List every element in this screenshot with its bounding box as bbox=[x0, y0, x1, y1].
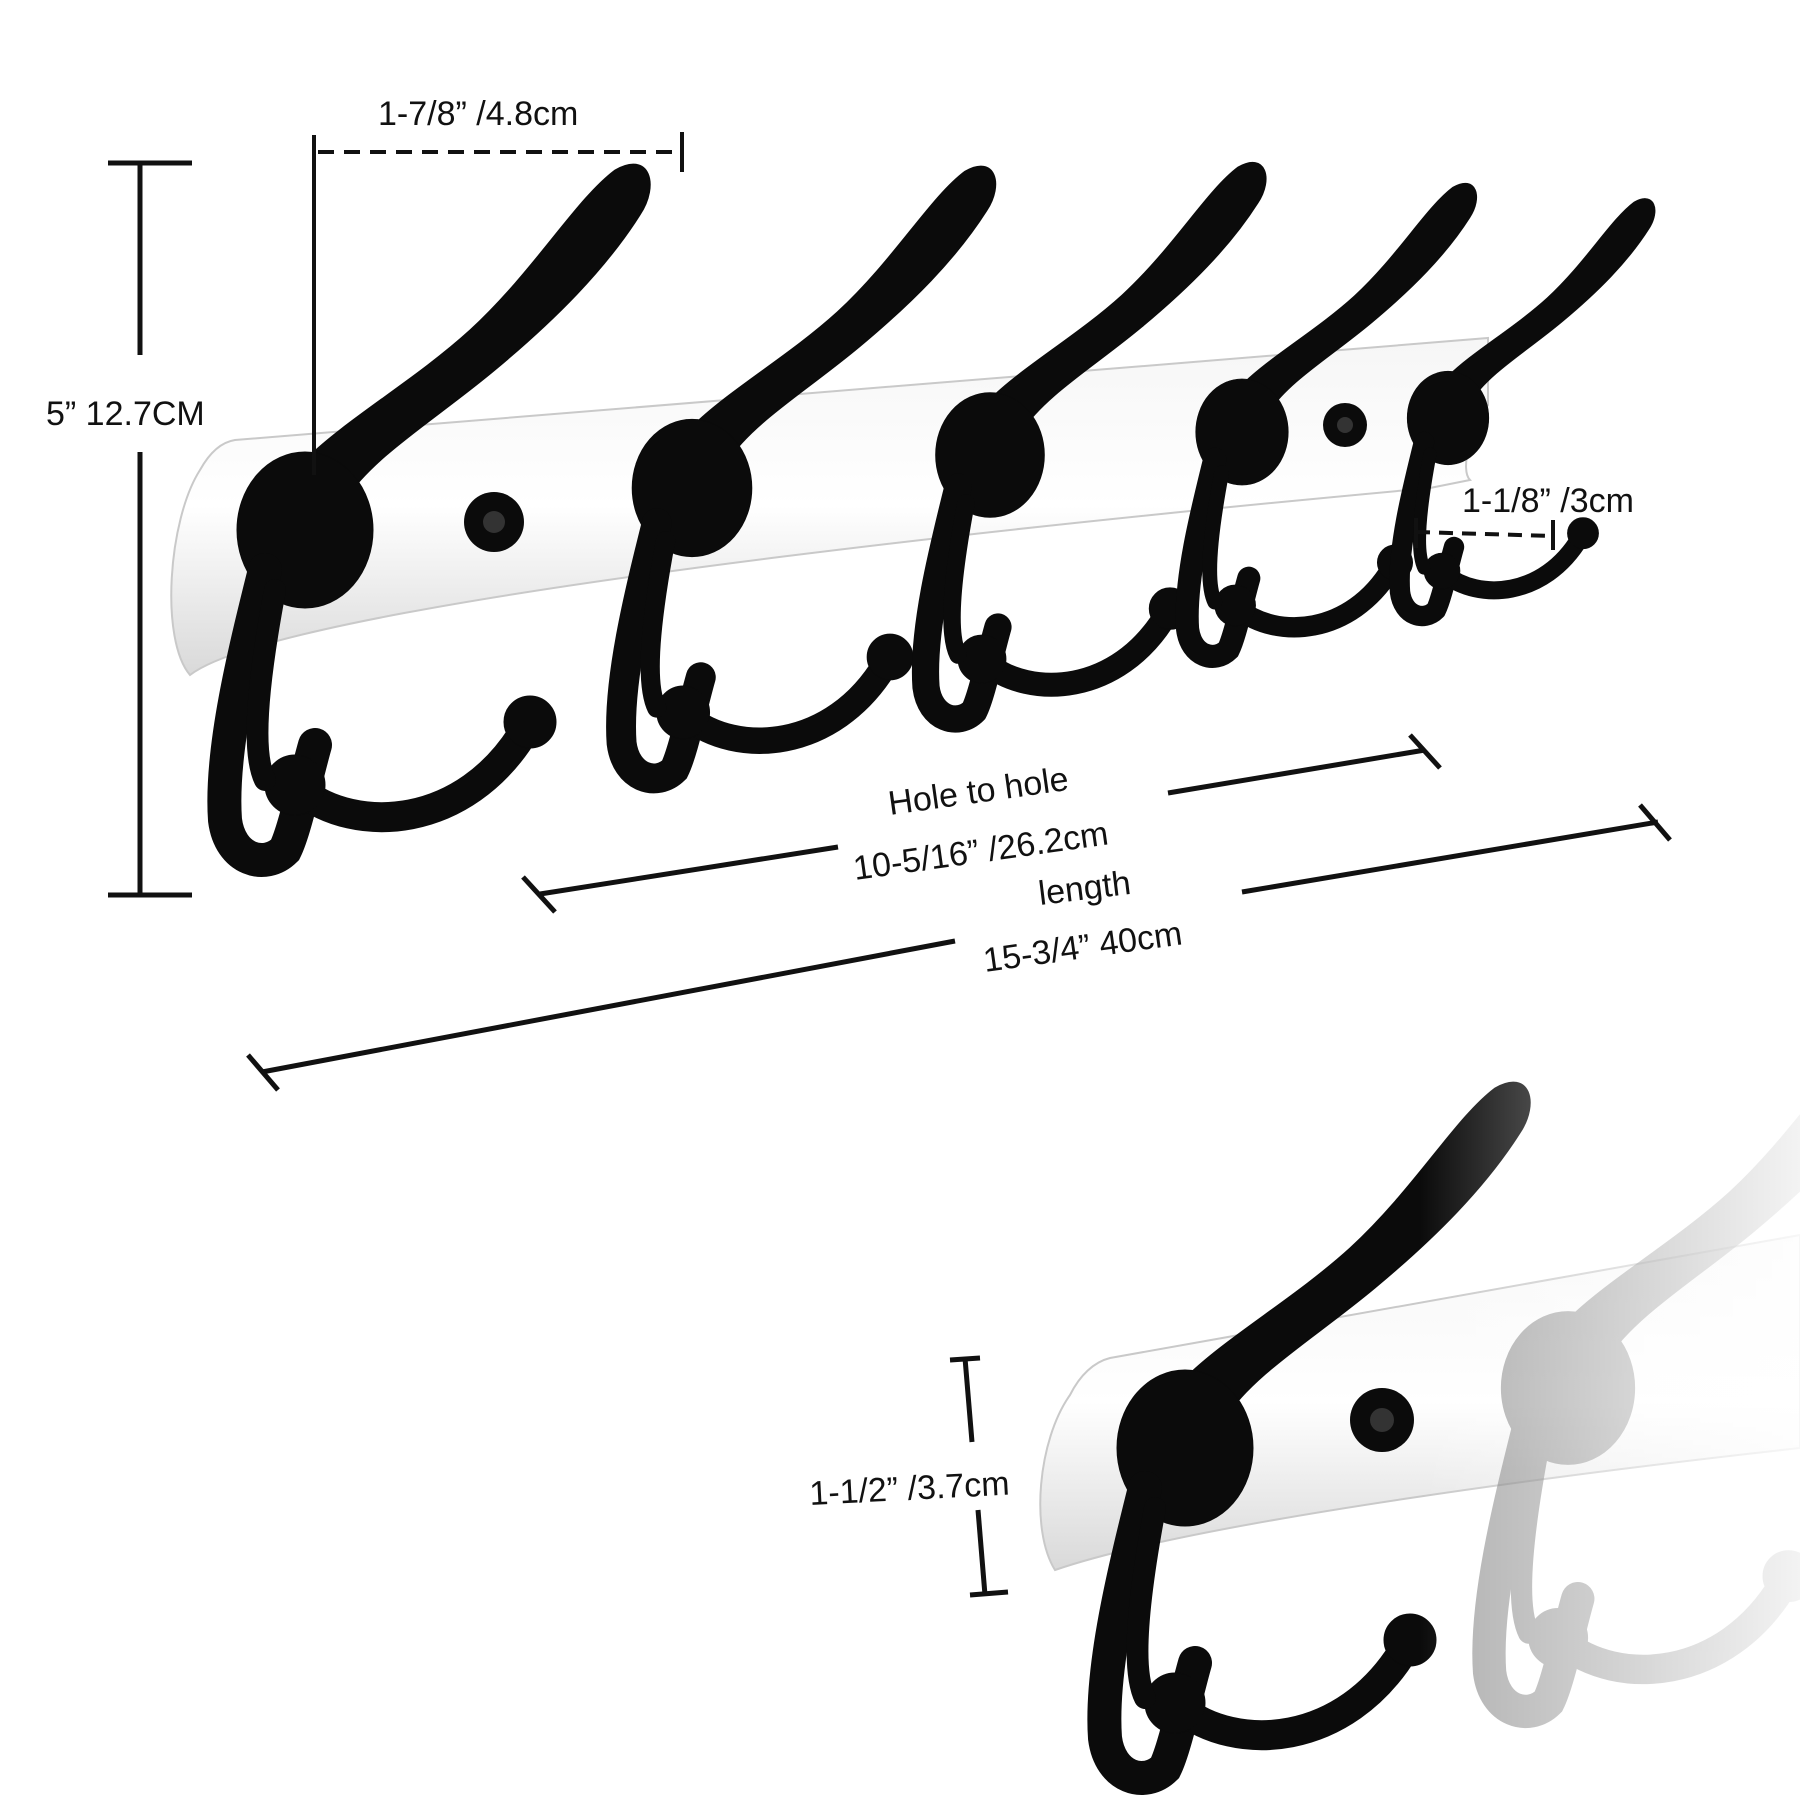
detail-view: 1-1/2” /3.7cm bbox=[808, 1029, 1800, 1778]
hole-to-hole-title: Hole to hole bbox=[886, 760, 1071, 823]
detail-plate-height-label: 1-1/2” /3.7cm bbox=[808, 1465, 1010, 1513]
dimension-lines bbox=[108, 132, 1672, 1092]
detail-dimension-line bbox=[949, 1355, 1009, 1598]
height-label: 5” 12.7CM bbox=[46, 395, 205, 433]
main-rack bbox=[170, 162, 1656, 860]
screw-hole-left bbox=[464, 492, 524, 552]
length-value: 15-3/4” 40cm bbox=[981, 914, 1185, 980]
hook-spacing-label: 1-7/8” /4.8cm bbox=[378, 95, 578, 133]
detail-fade-overlay bbox=[1420, 1040, 1800, 1740]
length-title: length bbox=[1036, 864, 1133, 913]
mounting-plate bbox=[170, 336, 1489, 677]
hook-5 bbox=[1400, 198, 1656, 616]
screw-hole-right bbox=[1323, 403, 1367, 447]
detail-screw-hole bbox=[1350, 1388, 1414, 1452]
hook-tip-depth-label: 1-1/8” /3cm bbox=[1462, 482, 1634, 520]
